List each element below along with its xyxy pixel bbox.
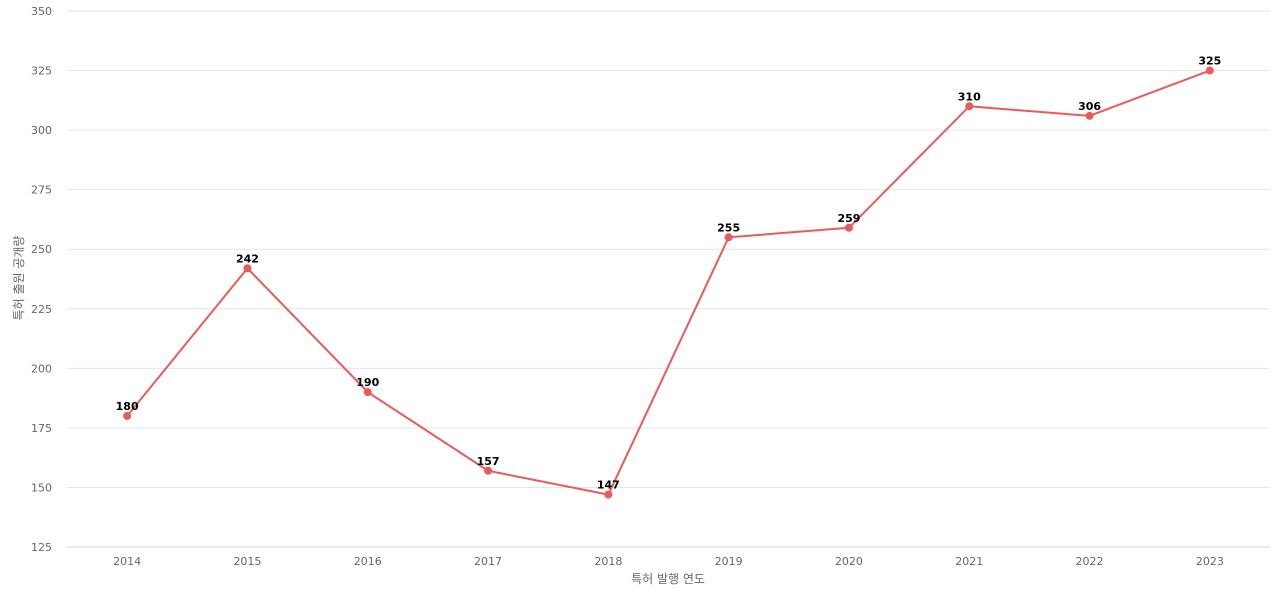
data-label: 325 (1198, 55, 1221, 68)
y-tick-label: 175 (31, 422, 52, 435)
y-axis-title: 특허 출원 공개량 (12, 236, 26, 321)
data-label: 310 (958, 90, 981, 103)
data-labels: 180 242 190 157 147 255 259 310 306 325 (116, 55, 1222, 492)
x-tick-label: 2015 (233, 555, 261, 568)
series-line (126, 69, 1211, 496)
x-tick-label: 2016 (354, 555, 382, 568)
y-tick-label: 250 (31, 243, 52, 256)
y-tick-label: 300 (31, 124, 52, 137)
x-tick-label: 2020 (835, 555, 863, 568)
data-label: 306 (1078, 100, 1101, 113)
x-tick-label: 2018 (594, 555, 622, 568)
data-label: 259 (837, 212, 860, 225)
data-label: 157 (477, 455, 500, 468)
grid-lines (67, 10, 1270, 548)
data-point (363, 388, 372, 397)
data-point (243, 264, 252, 273)
data-point (1085, 111, 1094, 120)
y-tick-label: 150 (31, 481, 52, 494)
y-tick-label: 275 (31, 184, 52, 197)
data-label: 180 (116, 400, 139, 413)
data-point (123, 411, 132, 420)
x-tick-label: 2022 (1076, 555, 1104, 568)
data-label: 147 (597, 479, 620, 492)
y-tick-label: 225 (31, 303, 52, 316)
data-label: 190 (356, 376, 379, 389)
x-axis-ticks: 2014 2015 2016 2017 2018 2019 2020 2021 2022 2023 (113, 555, 1224, 568)
data-point (724, 233, 733, 242)
x-axis-title: 특허 발행 연도 (631, 571, 705, 586)
x-tick-label: 2021 (955, 555, 983, 568)
x-tick-label: 2014 (113, 555, 141, 568)
y-tick-label: 200 (31, 362, 52, 375)
data-point (484, 466, 493, 475)
y-tick-label: 325 (31, 65, 52, 78)
data-point (844, 223, 853, 232)
data-label: 242 (236, 252, 259, 265)
y-tick-label: 125 (31, 541, 52, 554)
data-point (604, 490, 613, 499)
data-point (965, 102, 974, 111)
y-tick-label: 350 (31, 5, 52, 18)
data-point (1205, 66, 1214, 75)
x-tick-label: 2017 (474, 555, 502, 568)
series-line-group (123, 66, 1214, 499)
data-label: 255 (717, 221, 740, 234)
y-axis-ticks: 125 150 175 200 225 250 275 300 325 350 (31, 5, 52, 554)
x-tick-label: 2019 (715, 555, 743, 568)
x-tick-label: 2023 (1196, 555, 1224, 568)
